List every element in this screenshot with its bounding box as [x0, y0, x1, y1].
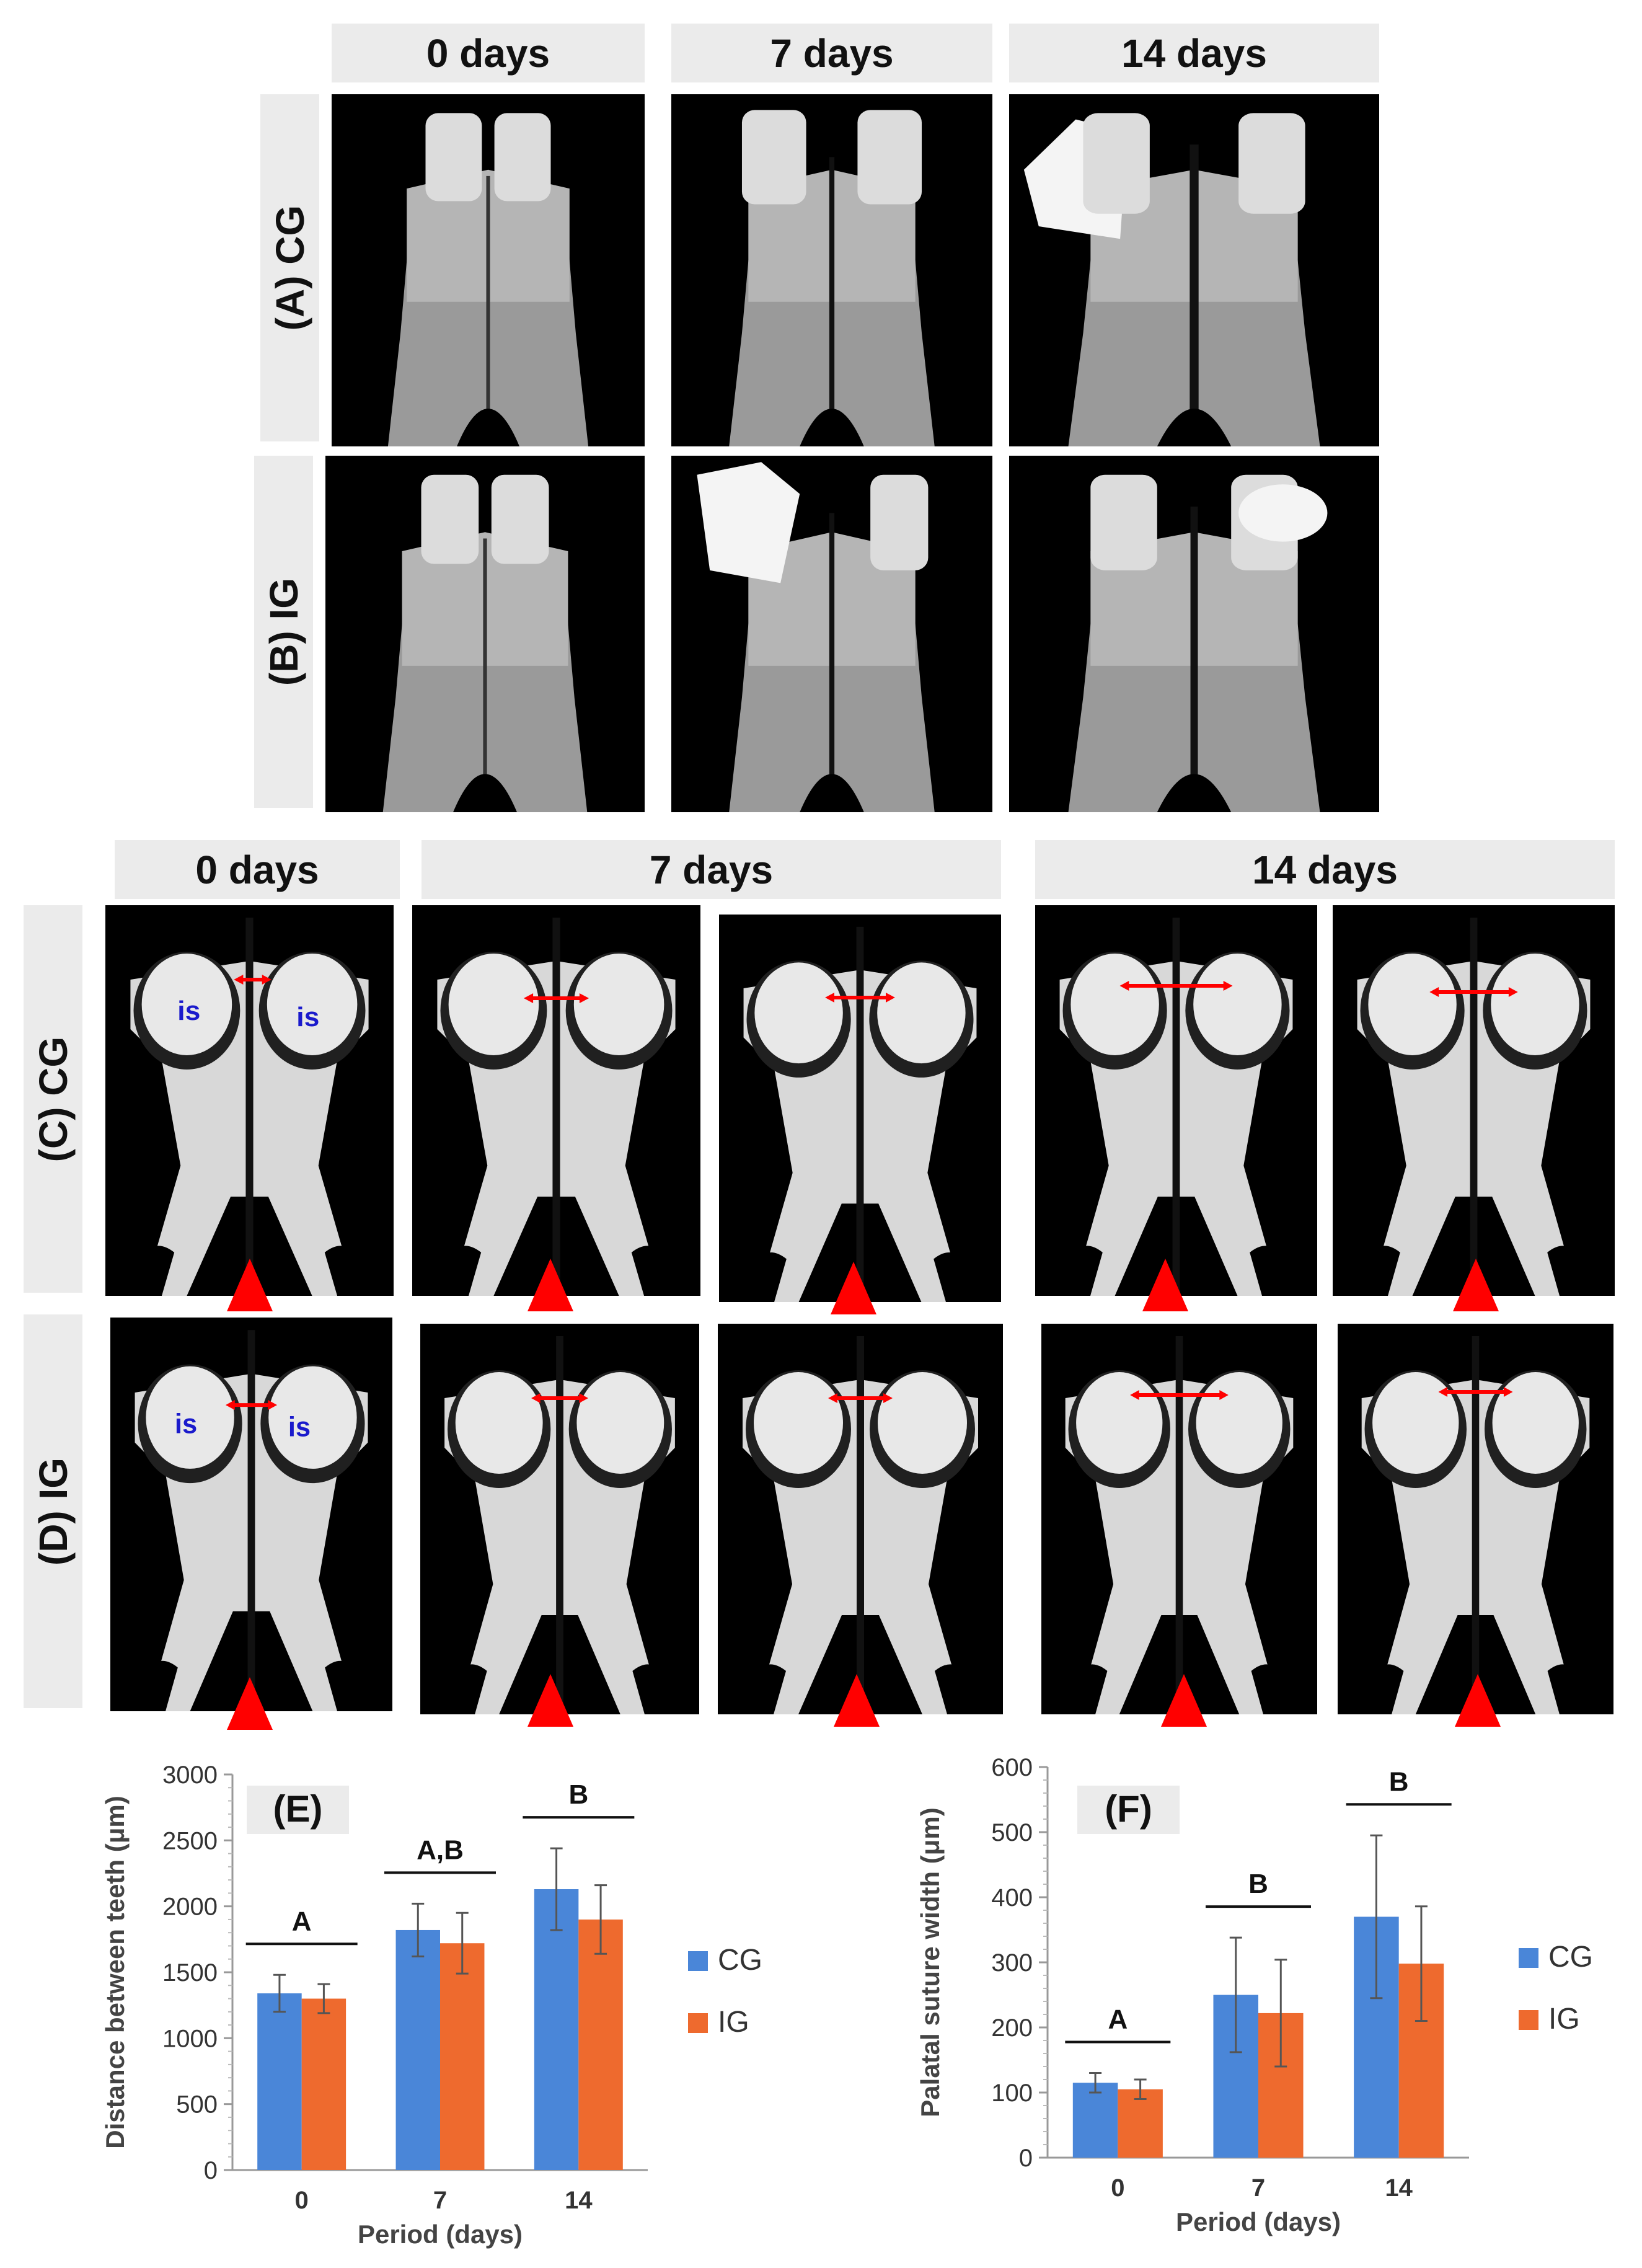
row-label-c-cg-text: (C) CG	[30, 1036, 76, 1162]
bar-ig-7	[440, 1943, 485, 2170]
legend-label-ig: IG	[718, 2006, 749, 2039]
y-tick-label: 2000	[162, 1894, 218, 1921]
skull-render-cg-0d	[332, 94, 645, 446]
y-tick-label: 300	[991, 1949, 1033, 1977]
x-axis-label: Period (days)	[1176, 2207, 1341, 2236]
skull-render-ig-14d	[1009, 456, 1379, 812]
header-14-days-bottom: 14 days	[1035, 840, 1615, 899]
y-tick-label: 0	[1019, 2145, 1033, 2172]
x-tick-label: 7	[1251, 2174, 1265, 2202]
legend-label-cg: CG	[1548, 1941, 1593, 1973]
ct-slice-cg-7d-a	[412, 905, 700, 1296]
bar-ig-0	[1118, 2089, 1163, 2158]
header-0-days-top: 0 days	[332, 24, 645, 82]
ct-slice-ig-14d-b	[1338, 1324, 1613, 1714]
legend-label-ig: IG	[1548, 2003, 1580, 2035]
ct-slice-ig-14d-a	[1041, 1324, 1317, 1714]
header-14-days-top: 14 days	[1009, 24, 1379, 82]
header-0-days-bottom: 0 days	[115, 840, 400, 899]
x-tick-label: 0	[295, 2187, 309, 2214]
legend-swatch-ig	[688, 2013, 708, 2033]
ct-slice-ig-0d: is is	[110, 1318, 392, 1711]
bar-ig-0	[301, 1998, 346, 2170]
significance-label: B	[1248, 1869, 1268, 1899]
legend-swatch-cg	[1519, 1948, 1538, 1968]
y-tick-label: 1500	[162, 1959, 218, 1987]
legend-swatch-ig	[1519, 2010, 1538, 2030]
header-7-days-bottom: 7 days	[422, 840, 1001, 899]
y-tick-label: 500	[991, 1819, 1033, 1846]
row-label-d-ig-text: (D) IG	[30, 1457, 76, 1566]
legend-label-cg: CG	[718, 1944, 762, 1977]
row-label-c-cg: (C) CG	[24, 905, 82, 1293]
x-tick-label: 14	[1385, 2174, 1413, 2202]
ct-slice-ig-7d-a	[420, 1324, 699, 1714]
x-axis-label: Period (days)	[358, 2220, 523, 2249]
y-axis-label: Distance between teeth (μm)	[100, 1796, 130, 2148]
y-tick-label: 2500	[162, 1827, 218, 1854]
header-7-days-top: 7 days	[671, 24, 992, 82]
skull-render-ig-0d	[325, 456, 645, 812]
incisor-label-left: is	[177, 996, 200, 1026]
significance-label: B	[1389, 1766, 1409, 1797]
bar-cg-14	[534, 1889, 579, 2170]
bar-cg-7	[395, 1929, 440, 2170]
legend-swatch-cg	[688, 1951, 708, 1971]
incisor-label-right: is	[296, 1002, 319, 1032]
ct-slice-cg-7d-b	[719, 915, 1001, 1302]
y-tick-label: 100	[991, 2080, 1033, 2107]
significance-label: A	[1108, 2004, 1128, 2035]
panel-label-box	[247, 1786, 349, 1834]
y-tick-label: 600	[991, 1754, 1033, 1781]
incisor-label-left-ig: is	[175, 1409, 197, 1439]
bar-ig-14	[578, 1919, 623, 2170]
row-label-a-cg: (A) CG	[260, 94, 319, 441]
skull-render-cg-14d	[1009, 94, 1379, 446]
row-label-d-ig: (D) IG	[24, 1314, 82, 1708]
ct-slice-cg-0d: is is	[105, 905, 394, 1296]
x-tick-label: 14	[565, 2187, 593, 2214]
bar-cg-0	[1072, 2083, 1118, 2158]
ct-slice-cg-14d-b	[1333, 905, 1615, 1296]
chart-f-suture: 0 100 200 300 400 500 600 (F) 0 A 7 B 14 B Period (day…	[824, 1736, 1642, 2268]
row-label-b-ig-text: (B) IG	[261, 577, 306, 686]
ct-slice-ig-7d-b	[718, 1324, 1003, 1714]
skull-render-cg-7d	[671, 94, 992, 446]
ct-slice-cg-14d-a	[1035, 905, 1317, 1296]
incisor-label-right-ig: is	[288, 1412, 311, 1442]
y-axis-label: Palatal suture width (μm)	[916, 1807, 945, 2117]
x-tick-label: 7	[433, 2187, 447, 2214]
row-label-a-cg-text: (A) CG	[267, 205, 312, 331]
panel-label: (F)	[1105, 1788, 1152, 1830]
y-tick-label: 1000	[162, 2025, 218, 2052]
bar-cg-0	[257, 1993, 302, 2170]
panel-label: (E)	[273, 1788, 323, 1830]
y-tick-label: 200	[991, 2014, 1033, 2042]
skull-render-ig-7d	[671, 456, 992, 812]
y-tick-label: 0	[204, 2157, 218, 2184]
significance-label: B	[568, 1779, 588, 1810]
significance-label: A	[292, 1906, 312, 1936]
significance-label: A,B	[417, 1835, 464, 1865]
row-label-b-ig: (B) IG	[254, 456, 313, 808]
panel-label-box	[1077, 1786, 1180, 1834]
y-tick-label: 500	[176, 2091, 218, 2119]
y-tick-label: 400	[991, 1884, 1033, 1911]
chart-e-distance: 0 500 1000 1500 2000 2500 3000 (E) 0 A 7 A,B 14 B Peri…	[0, 1736, 818, 2268]
y-tick-label: 3000	[162, 1761, 218, 1789]
x-tick-label: 0	[1111, 2174, 1124, 2202]
